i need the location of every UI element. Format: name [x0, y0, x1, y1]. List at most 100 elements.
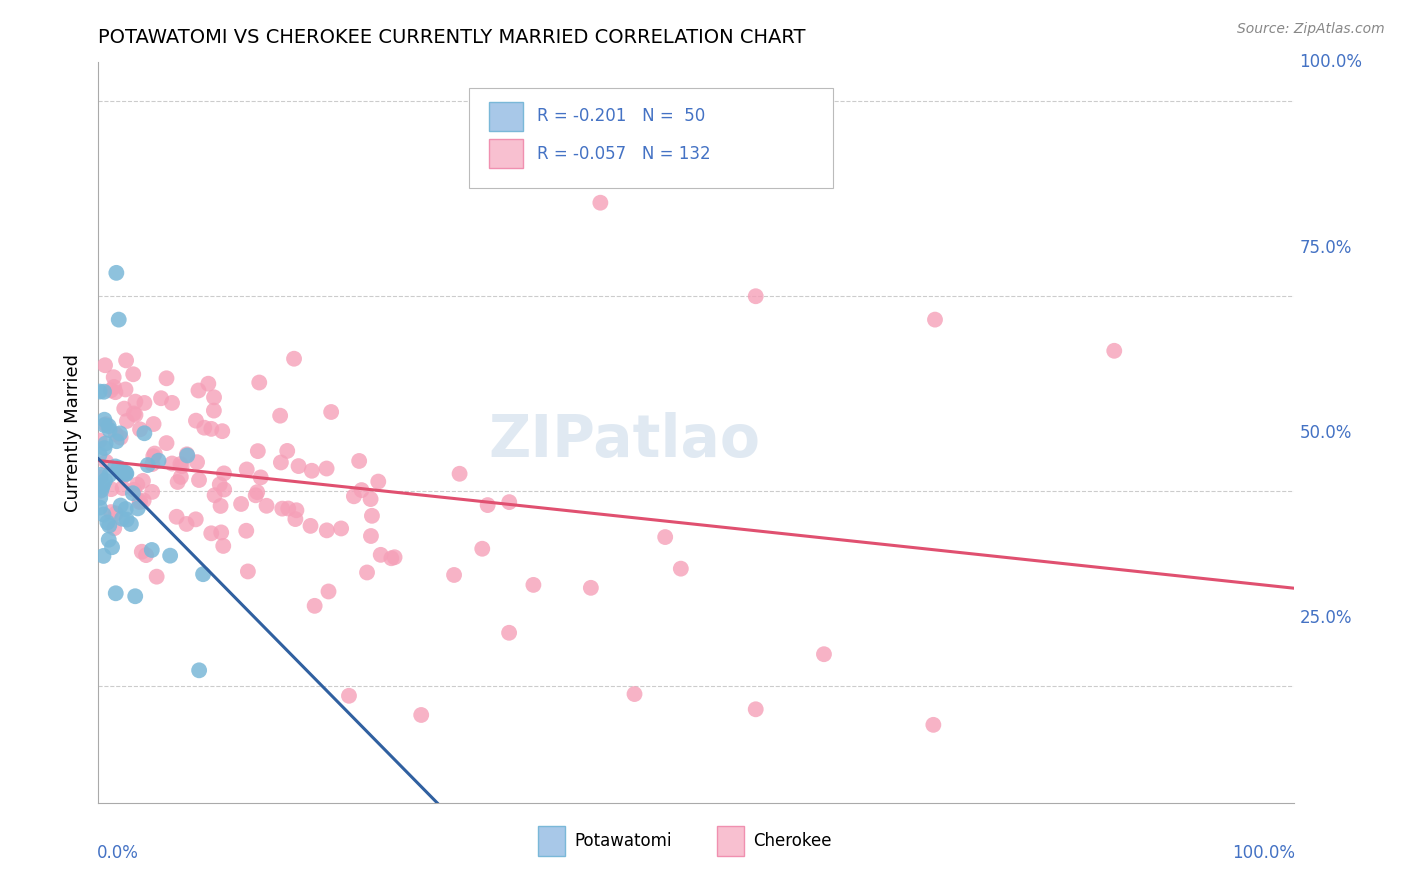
- Point: [129, 422, 152, 436]
- Point: [193, 420, 215, 434]
- Point: [343, 489, 366, 503]
- Point: [89, 448, 111, 462]
- Point: [94, 417, 117, 432]
- Point: [299, 519, 322, 533]
- Point: [96, 455, 118, 469]
- Point: [110, 431, 132, 445]
- Point: [197, 376, 219, 391]
- Point: [347, 454, 370, 468]
- Point: [148, 453, 170, 467]
- Point: [498, 625, 520, 640]
- Point: [89, 384, 111, 399]
- Point: [256, 499, 278, 513]
- Point: [589, 195, 612, 210]
- Point: [105, 434, 128, 449]
- Point: [170, 470, 193, 484]
- Point: [159, 549, 181, 563]
- Point: [367, 475, 389, 489]
- Point: [160, 396, 183, 410]
- Point: [235, 462, 257, 476]
- Point: [124, 589, 146, 603]
- Point: [284, 512, 307, 526]
- Point: [131, 545, 153, 559]
- Point: [155, 371, 177, 385]
- Point: [236, 565, 259, 579]
- Point: [90, 483, 112, 497]
- Text: 100.0%: 100.0%: [1299, 54, 1362, 71]
- Point: [93, 413, 115, 427]
- Point: [97, 533, 120, 547]
- Point: [315, 524, 337, 538]
- Y-axis label: Currently Married: Currently Married: [63, 353, 82, 512]
- Point: [270, 455, 292, 469]
- Point: [245, 488, 267, 502]
- Point: [169, 457, 191, 471]
- Point: [361, 508, 384, 523]
- Point: [745, 289, 768, 303]
- Point: [186, 455, 208, 469]
- Point: [321, 405, 343, 419]
- Point: [134, 396, 156, 410]
- Point: [229, 497, 252, 511]
- Point: [370, 548, 392, 562]
- Point: [212, 539, 235, 553]
- Point: [166, 509, 188, 524]
- Point: [94, 474, 117, 488]
- Point: [129, 494, 152, 508]
- Point: [212, 483, 235, 497]
- Point: [160, 457, 183, 471]
- Text: POTAWATOMI VS CHEROKEE CURRENTLY MARRIED CORRELATION CHART: POTAWATOMI VS CHEROKEE CURRENTLY MARRIED…: [98, 28, 806, 47]
- Point: [246, 485, 269, 500]
- Point: [100, 505, 122, 519]
- Text: 0.0%: 0.0%: [97, 844, 139, 862]
- Point: [103, 521, 125, 535]
- Point: [89, 484, 111, 499]
- Point: [104, 586, 127, 600]
- Point: [104, 385, 127, 400]
- FancyBboxPatch shape: [538, 827, 565, 856]
- Point: [360, 492, 382, 507]
- Point: [114, 502, 136, 516]
- Point: [104, 507, 127, 521]
- Point: [96, 516, 118, 530]
- Point: [145, 569, 167, 583]
- Point: [522, 578, 544, 592]
- Point: [356, 566, 378, 580]
- Point: [315, 461, 337, 475]
- Point: [136, 458, 159, 472]
- Point: [103, 380, 125, 394]
- Point: [132, 493, 155, 508]
- FancyBboxPatch shape: [489, 138, 523, 169]
- Point: [107, 312, 129, 326]
- Point: [1104, 343, 1126, 358]
- Point: [212, 467, 235, 481]
- Point: [301, 464, 323, 478]
- Point: [318, 584, 340, 599]
- Point: [103, 370, 125, 384]
- Point: [184, 512, 207, 526]
- Point: [188, 473, 211, 487]
- Point: [110, 463, 132, 477]
- Point: [127, 477, 149, 491]
- Point: [143, 446, 166, 460]
- Point: [128, 495, 150, 509]
- Point: [115, 353, 138, 368]
- Point: [93, 508, 115, 522]
- Point: [384, 550, 406, 565]
- Point: [142, 449, 165, 463]
- Point: [89, 491, 111, 505]
- Point: [90, 470, 112, 484]
- Point: [122, 407, 145, 421]
- Point: [477, 498, 499, 512]
- Text: 75.0%: 75.0%: [1299, 238, 1353, 257]
- Point: [287, 459, 309, 474]
- Point: [122, 483, 145, 497]
- Text: Source: ZipAtlas.com: Source: ZipAtlas.com: [1237, 22, 1385, 37]
- Point: [249, 470, 271, 484]
- Text: R = -0.057   N = 132: R = -0.057 N = 132: [537, 145, 710, 162]
- Point: [498, 495, 520, 509]
- Point: [121, 486, 143, 500]
- Point: [443, 568, 465, 582]
- Point: [449, 467, 471, 481]
- Point: [100, 482, 122, 496]
